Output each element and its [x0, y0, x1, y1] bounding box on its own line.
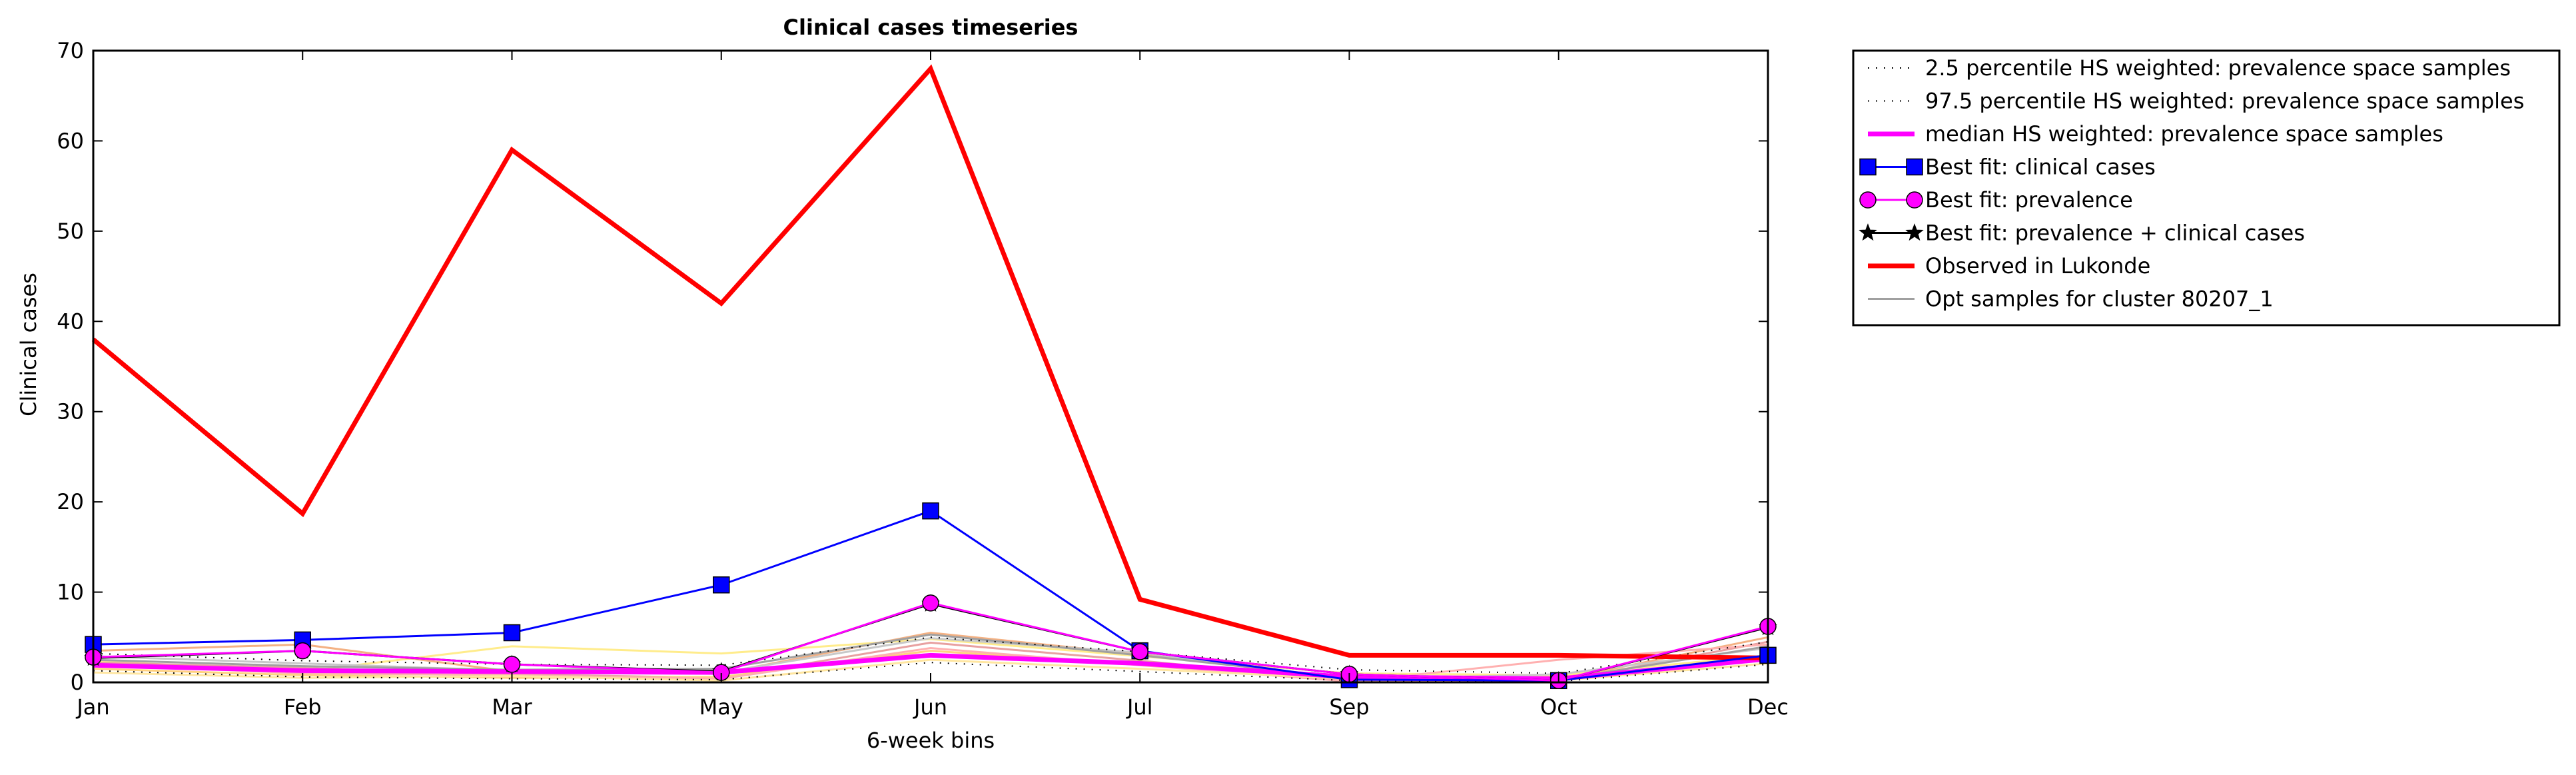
chart-title: Clinical cases timeseries [783, 15, 1078, 40]
x-tick-label: Jun [913, 694, 947, 720]
legend-label: median HS weighted: prevalence space sam… [1925, 121, 2443, 147]
y-axis-label: Clinical cases [16, 273, 41, 416]
series-3-point [922, 594, 939, 612]
legend: 2.5 percentile HS weighted: prevalence s… [1852, 49, 2561, 327]
y-tick-label: 50 [57, 219, 84, 244]
legend-label: Best fit: prevalence [1925, 187, 2133, 213]
legend-label: 97.5 percentile HS weighted: prevalence … [1925, 89, 2524, 114]
series-2-point [713, 576, 730, 594]
series-line-1 [91, 64, 1769, 660]
y-tick-label: 20 [57, 489, 84, 514]
legend-marker [1859, 223, 1877, 241]
series-2-point [503, 624, 521, 642]
series-3-point [503, 656, 521, 673]
x-tick-label: Sep [1329, 694, 1369, 720]
legend-label: 2.5 percentile HS weighted: prevalence s… [1925, 55, 2511, 81]
y-tick-label: 30 [57, 399, 84, 424]
legend-marker [1906, 158, 1923, 176]
x-tick-label: Oct [1540, 694, 1577, 720]
legend-label: Observed in Lukonde [1925, 253, 2150, 279]
y-tick-label: 0 [71, 670, 84, 695]
x-tick-label: Mar [492, 694, 532, 720]
x-tick-label: Feb [284, 694, 322, 720]
y-tick-label: 10 [57, 580, 84, 605]
y-tick-label: 60 [57, 128, 84, 153]
legend-label: Opt samples for cluster 80207_1 [1925, 287, 2274, 312]
legend-marker [1906, 191, 1923, 209]
plot-area: 0 10 20 30 40 50 60 70 Jan Feb Mar May Jun Jul Sep Oct D… [57, 38, 1789, 720]
legend-marker [1905, 223, 1924, 241]
x-axis-label: 6-week bins [867, 728, 995, 753]
x-tick-label: Jan [75, 694, 109, 720]
series-3-point [1131, 643, 1148, 660]
y-tick-label: 70 [57, 38, 84, 63]
series-2-point [922, 502, 939, 520]
x-tick-label: Dec [1747, 694, 1789, 720]
x-tick-label: May [699, 694, 743, 720]
series-3-point [294, 642, 311, 660]
legend-frame [1852, 49, 2561, 327]
sample-line-6 [93, 643, 1769, 683]
x-tick-label: Jul [1126, 694, 1153, 720]
legend-marker [1859, 158, 1877, 176]
plot-frame [92, 49, 1769, 684]
y-tick-label: 40 [57, 309, 84, 334]
series-line-7 [93, 636, 1769, 674]
legend-label: Best fit: prevalence + clinical cases [1925, 221, 2305, 246]
legend-marker [1859, 191, 1877, 209]
legend-label: Best fit: clinical cases [1925, 155, 2156, 180]
